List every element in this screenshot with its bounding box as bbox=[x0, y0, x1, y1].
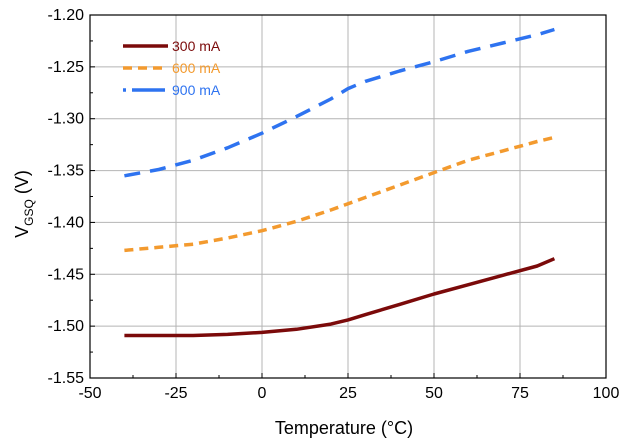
y-tick-label: -1.50 bbox=[48, 318, 85, 335]
x-tick-label: 50 bbox=[425, 385, 443, 402]
ticks: -50 -25 0 25 50 75 100 -1.55 -1.50 -1.45 -1.40 -1.3… bbox=[48, 7, 620, 402]
y-tick-label: -1.30 bbox=[48, 111, 85, 128]
legend-label-2: 600 mA bbox=[172, 60, 221, 76]
legend: 300 mA 600 mA 900 mA bbox=[123, 38, 221, 98]
grid bbox=[90, 15, 606, 378]
x-axis-title: Temperature (°C) bbox=[275, 418, 413, 438]
y-tick-label: -1.35 bbox=[48, 163, 85, 180]
y-axis-title-unit: (V) bbox=[12, 170, 32, 199]
series-line-1 bbox=[124, 257, 556, 338]
x-tick-label: 75 bbox=[511, 385, 529, 402]
y-tick-label: -1.20 bbox=[48, 7, 85, 24]
series-layer bbox=[124, 27, 556, 338]
y-axis-title-subscript: GSQ bbox=[22, 199, 36, 226]
x-tick-label: 25 bbox=[339, 385, 357, 402]
y-tick-label: -1.55 bbox=[48, 370, 85, 387]
y-tick-label: -1.40 bbox=[48, 214, 85, 231]
x-tick-label: -50 bbox=[78, 385, 101, 402]
x-tick-label: 100 bbox=[593, 385, 620, 402]
series-line-2 bbox=[124, 135, 555, 253]
series-line-3 bbox=[124, 27, 555, 178]
x-tick-label: 0 bbox=[258, 385, 267, 402]
x-tick-label: -25 bbox=[164, 385, 187, 402]
legend-label-1: 300 mA bbox=[172, 38, 221, 54]
legend-label-3: 900 mA bbox=[172, 82, 221, 98]
y-axis-title-main: V bbox=[12, 226, 32, 238]
y-tick-label: -1.25 bbox=[48, 59, 85, 76]
y-tick-label: -1.45 bbox=[48, 266, 85, 283]
y-axis-title: VGSQ (V) bbox=[12, 170, 36, 238]
